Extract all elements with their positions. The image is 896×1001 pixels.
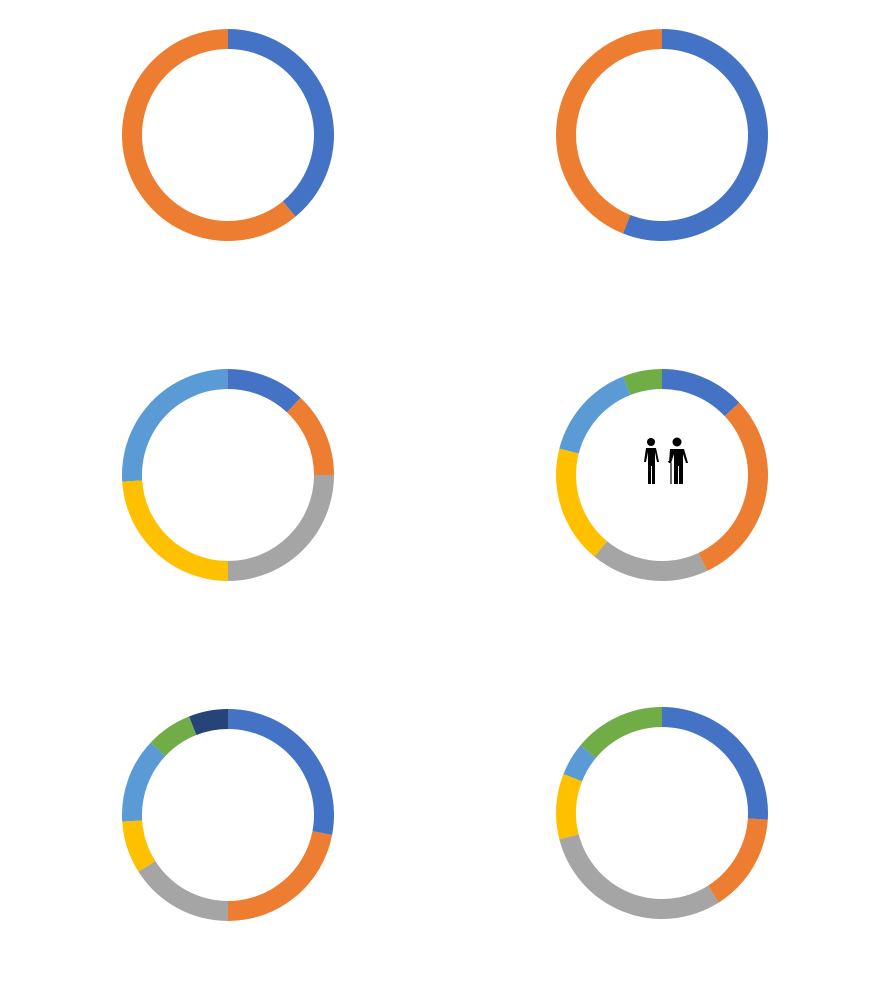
donut-segment bbox=[563, 745, 596, 782]
donut-segment bbox=[150, 716, 197, 757]
donut-segment bbox=[622, 369, 662, 396]
donut-segment bbox=[662, 369, 740, 417]
donut-segment bbox=[121, 742, 166, 822]
donut-segment bbox=[662, 707, 768, 820]
donut-segment bbox=[228, 369, 301, 413]
donut-segment bbox=[559, 376, 631, 454]
donut-segment bbox=[228, 831, 333, 921]
donut-segment bbox=[708, 818, 768, 903]
donut-segment bbox=[228, 475, 334, 581]
donut-segment bbox=[122, 820, 156, 872]
donut-segment bbox=[286, 397, 334, 475]
donut-segment bbox=[559, 834, 719, 919]
donut-segment bbox=[556, 29, 662, 234]
donut-segment bbox=[122, 29, 296, 241]
donut-segment bbox=[556, 773, 583, 840]
donut-segment bbox=[228, 709, 334, 835]
donut-segment bbox=[698, 402, 768, 571]
donut-segment bbox=[556, 448, 608, 557]
donut-segment bbox=[188, 709, 228, 736]
donut-segment bbox=[138, 861, 228, 921]
donut-segment bbox=[594, 541, 708, 581]
donut-segment bbox=[580, 707, 662, 759]
donut-segment bbox=[228, 29, 335, 217]
elderly-icon bbox=[644, 437, 688, 484]
donut-segment bbox=[122, 369, 228, 482]
donut-segment bbox=[122, 480, 228, 581]
donut-segment bbox=[622, 29, 769, 241]
